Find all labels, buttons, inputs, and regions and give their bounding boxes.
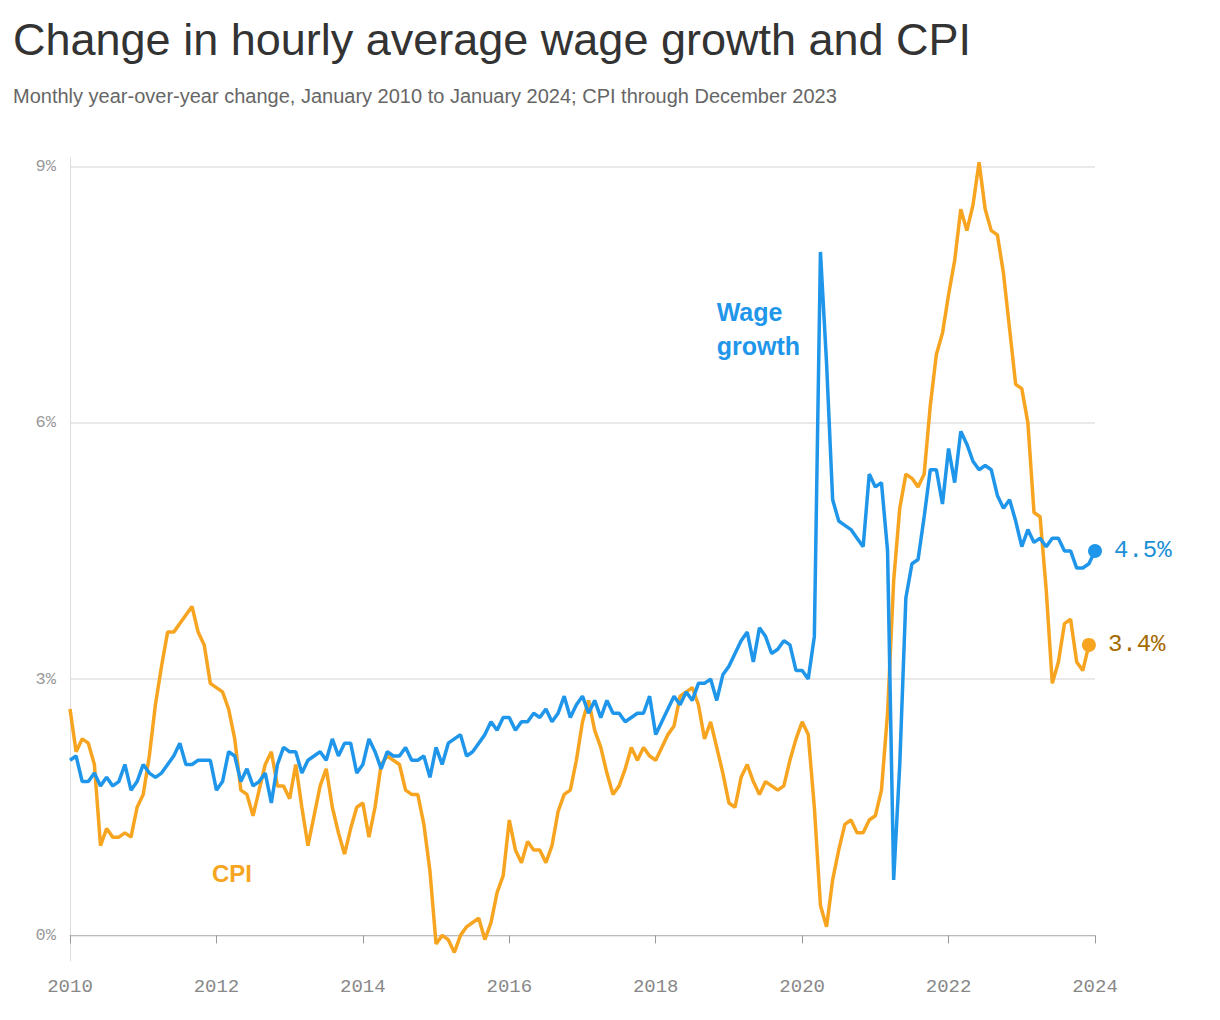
svg-text:3%: 3% bbox=[36, 670, 57, 689]
svg-text:2014: 2014 bbox=[340, 976, 386, 998]
svg-text:CPI: CPI bbox=[212, 860, 252, 887]
svg-text:Change in hourly average wage: Change in hourly average wage growth and… bbox=[13, 14, 971, 65]
svg-text:Monthly year-over-year change,: Monthly year-over-year change, January 2… bbox=[13, 85, 837, 107]
svg-text:Wage: Wage bbox=[717, 298, 783, 326]
svg-text:2012: 2012 bbox=[194, 976, 240, 998]
svg-text:6%: 6% bbox=[36, 413, 57, 432]
svg-text:3.4%: 3.4% bbox=[1108, 631, 1166, 658]
svg-text:growth: growth bbox=[717, 332, 800, 360]
svg-text:4.5%: 4.5% bbox=[1114, 537, 1172, 564]
svg-text:2024: 2024 bbox=[1072, 976, 1118, 998]
svg-text:2020: 2020 bbox=[779, 976, 825, 998]
svg-text:9%: 9% bbox=[36, 157, 57, 176]
svg-text:2022: 2022 bbox=[926, 976, 972, 998]
svg-text:0%: 0% bbox=[36, 926, 57, 945]
svg-text:2018: 2018 bbox=[633, 976, 679, 998]
svg-text:2016: 2016 bbox=[486, 976, 532, 998]
svg-text:2010: 2010 bbox=[47, 976, 93, 998]
